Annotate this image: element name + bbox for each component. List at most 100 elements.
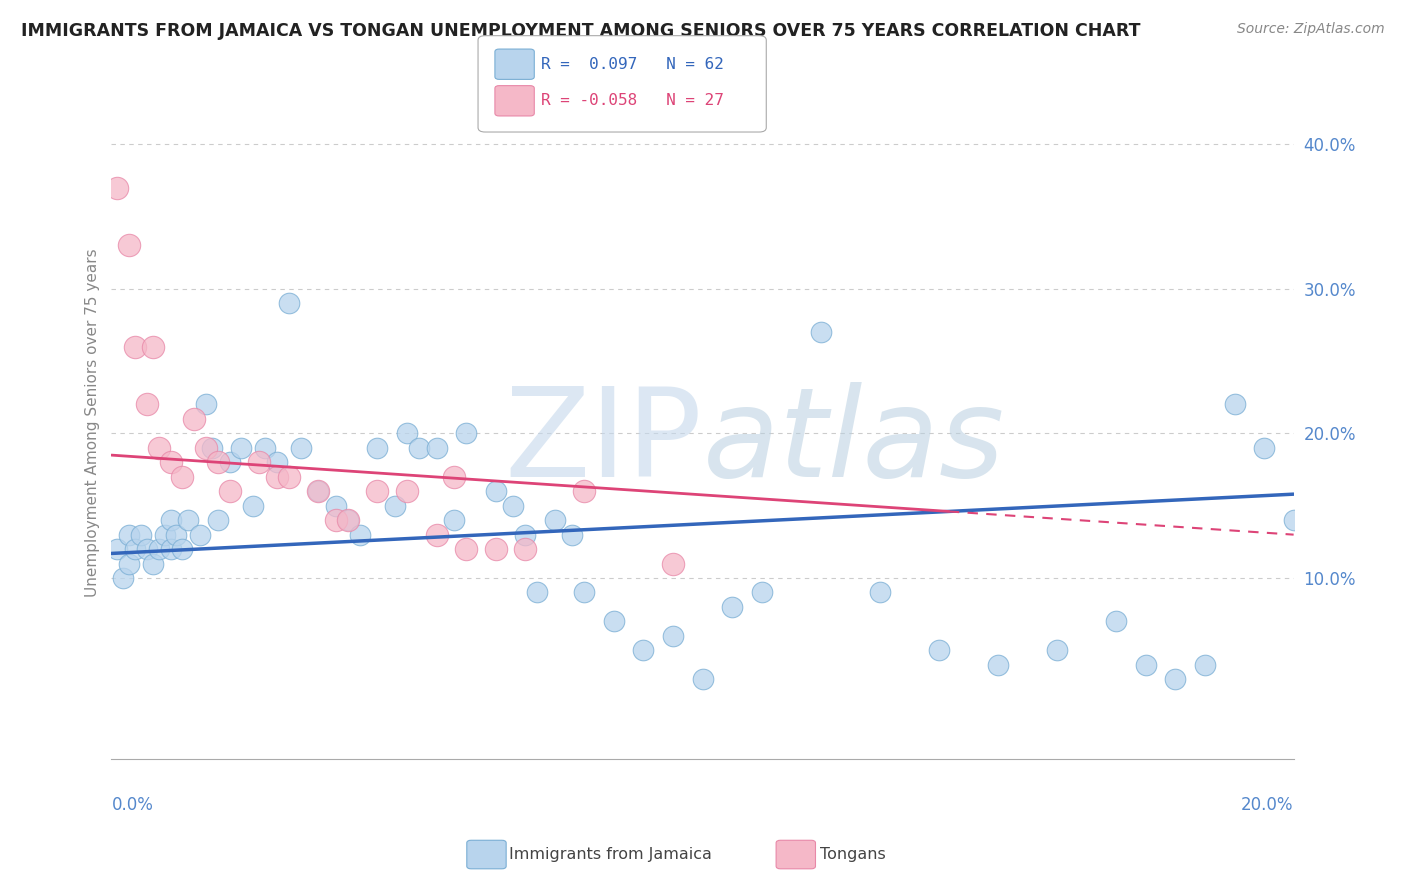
Point bbox=[105, 542, 128, 557]
Point bbox=[266, 470, 288, 484]
Point bbox=[172, 470, 194, 484]
Point bbox=[165, 527, 187, 541]
Point bbox=[662, 629, 685, 643]
Point bbox=[124, 542, 146, 557]
Point bbox=[195, 397, 218, 411]
Point bbox=[118, 557, 141, 571]
Point bbox=[526, 585, 548, 599]
Point bbox=[105, 180, 128, 194]
Point bbox=[408, 441, 430, 455]
Point bbox=[142, 557, 165, 571]
Text: 0.0%: 0.0% bbox=[111, 796, 153, 814]
Point bbox=[218, 484, 240, 499]
Point bbox=[443, 470, 465, 484]
Point bbox=[124, 340, 146, 354]
Point bbox=[574, 484, 596, 499]
Point bbox=[425, 441, 447, 455]
Point bbox=[366, 484, 388, 499]
Point bbox=[277, 296, 299, 310]
Point bbox=[603, 615, 626, 629]
Point bbox=[721, 599, 744, 614]
Point bbox=[159, 455, 181, 469]
Point bbox=[201, 441, 224, 455]
Point bbox=[692, 672, 714, 686]
Point bbox=[869, 585, 891, 599]
Point bbox=[336, 513, 359, 527]
Text: 20.0%: 20.0% bbox=[1241, 796, 1294, 814]
Point bbox=[159, 513, 181, 527]
Point bbox=[1194, 657, 1216, 672]
Point bbox=[515, 527, 537, 541]
Point bbox=[662, 557, 685, 571]
Point bbox=[454, 542, 477, 557]
Point bbox=[195, 441, 218, 455]
Text: Source: ZipAtlas.com: Source: ZipAtlas.com bbox=[1237, 22, 1385, 37]
Point bbox=[810, 325, 832, 339]
Point bbox=[188, 527, 211, 541]
Point bbox=[142, 340, 165, 354]
Point bbox=[395, 426, 418, 441]
Point bbox=[242, 499, 264, 513]
Point bbox=[349, 527, 371, 541]
Point bbox=[1164, 672, 1187, 686]
Point bbox=[633, 643, 655, 657]
Text: R =  0.097   N = 62: R = 0.097 N = 62 bbox=[541, 57, 724, 71]
Point bbox=[384, 499, 406, 513]
Point bbox=[218, 455, 240, 469]
Text: atlas: atlas bbox=[703, 383, 1005, 503]
Point bbox=[153, 527, 176, 541]
Point bbox=[574, 585, 596, 599]
Point bbox=[290, 441, 312, 455]
Point bbox=[751, 585, 773, 599]
Point bbox=[307, 484, 329, 499]
Point bbox=[247, 455, 270, 469]
Point bbox=[515, 542, 537, 557]
Point bbox=[1105, 615, 1128, 629]
Text: Tongans: Tongans bbox=[820, 847, 886, 862]
Point bbox=[325, 499, 347, 513]
Point bbox=[443, 513, 465, 527]
Point bbox=[1253, 441, 1275, 455]
Point bbox=[485, 542, 508, 557]
Point bbox=[928, 643, 950, 657]
Point bbox=[561, 527, 583, 541]
Text: IMMIGRANTS FROM JAMAICA VS TONGAN UNEMPLOYMENT AMONG SENIORS OVER 75 YEARS CORRE: IMMIGRANTS FROM JAMAICA VS TONGAN UNEMPL… bbox=[21, 22, 1140, 40]
Point bbox=[135, 542, 157, 557]
Point bbox=[1046, 643, 1069, 657]
Point bbox=[544, 513, 567, 527]
Point bbox=[183, 412, 205, 426]
Point bbox=[135, 397, 157, 411]
Point bbox=[502, 499, 524, 513]
Point bbox=[118, 238, 141, 252]
Text: ZIP: ZIP bbox=[505, 383, 703, 503]
Point bbox=[366, 441, 388, 455]
Point bbox=[159, 542, 181, 557]
Point bbox=[454, 426, 477, 441]
Point bbox=[129, 527, 152, 541]
Point bbox=[1135, 657, 1157, 672]
Point bbox=[118, 527, 141, 541]
Point bbox=[148, 441, 170, 455]
Point bbox=[277, 470, 299, 484]
Text: Immigrants from Jamaica: Immigrants from Jamaica bbox=[509, 847, 711, 862]
Point bbox=[1282, 513, 1305, 527]
Point bbox=[148, 542, 170, 557]
Point bbox=[172, 542, 194, 557]
Point bbox=[336, 513, 359, 527]
Point bbox=[266, 455, 288, 469]
Text: R = -0.058   N = 27: R = -0.058 N = 27 bbox=[541, 94, 724, 108]
Point bbox=[112, 571, 135, 585]
Point bbox=[425, 527, 447, 541]
Point bbox=[207, 513, 229, 527]
Y-axis label: Unemployment Among Seniors over 75 years: Unemployment Among Seniors over 75 years bbox=[86, 248, 100, 597]
Point bbox=[485, 484, 508, 499]
Point bbox=[987, 657, 1010, 672]
Point bbox=[207, 455, 229, 469]
Point bbox=[395, 484, 418, 499]
Point bbox=[307, 484, 329, 499]
Point bbox=[254, 441, 277, 455]
Point bbox=[1223, 397, 1246, 411]
Point bbox=[177, 513, 200, 527]
Point bbox=[325, 513, 347, 527]
Point bbox=[231, 441, 253, 455]
